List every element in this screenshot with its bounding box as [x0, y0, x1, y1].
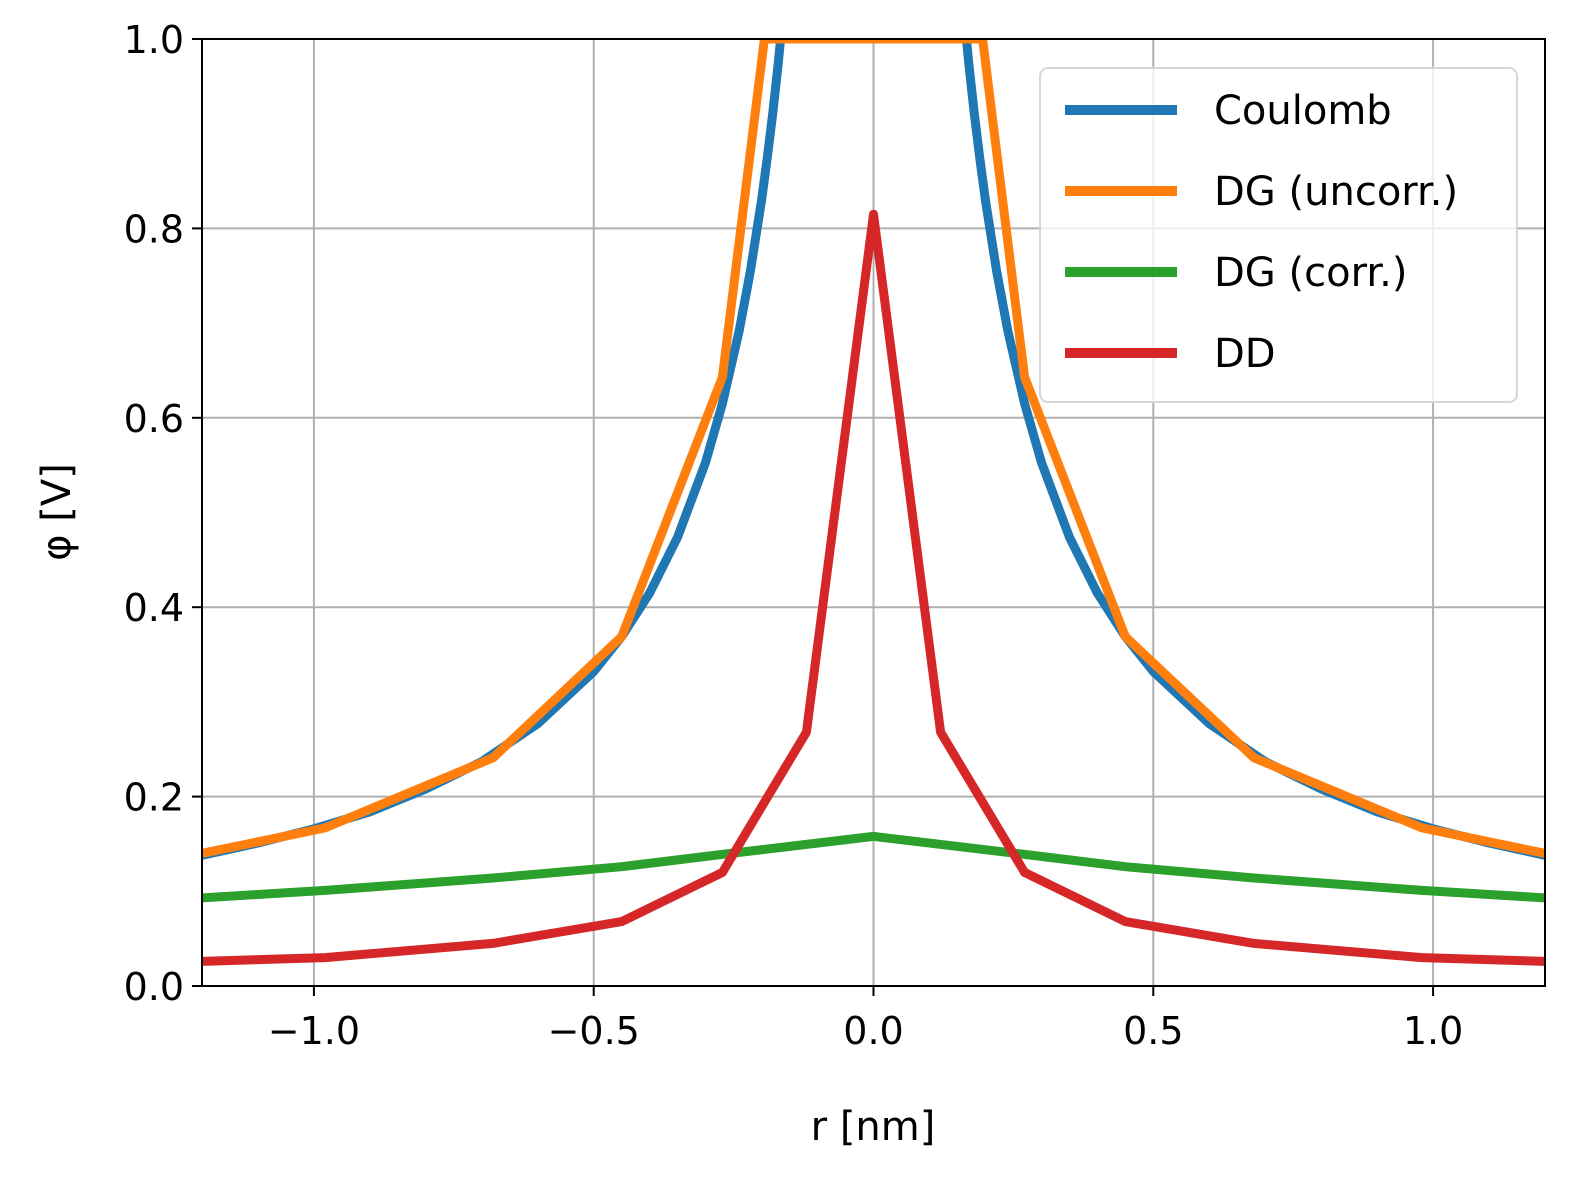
y-tick-label: 0.4 — [124, 586, 184, 630]
series-line-coulomb — [202, 39, 1545, 860]
x-tick-label: 0.0 — [843, 1009, 903, 1053]
x-tick-label: −0.5 — [548, 1009, 640, 1053]
legend: Coulomb DG (uncorr.) DG (corr.) DD — [1039, 67, 1518, 403]
series-line-dg-corr — [202, 831, 1545, 903]
legend-box — [1039, 67, 1518, 403]
x-axis: −1.0 −0.5 0.0 0.5 1.0 — [268, 986, 1463, 1053]
x-axis-label: r [nm] — [811, 1104, 936, 1150]
y-tick-label: 0.0 — [124, 965, 184, 1009]
legend-label-coulomb: Coulomb — [1214, 88, 1392, 134]
y-tick-label: 1.0 — [124, 18, 184, 62]
y-axis-label: φ [V] — [34, 463, 80, 561]
y-axis: 0.0 0.2 0.4 0.6 0.8 1.0 — [124, 18, 202, 1009]
y-tick-label: 0.6 — [124, 397, 184, 441]
series-line-dd — [202, 209, 1545, 966]
x-tick-label: 0.5 — [1123, 1009, 1183, 1053]
series-layer — [202, 39, 1545, 966]
legend-label-dd: DD — [1214, 331, 1276, 377]
series-line-dg-uncorr — [202, 39, 1545, 858]
legend-label-dg-corr: DG (corr.) — [1214, 250, 1407, 296]
x-tick-label: 1.0 — [1403, 1009, 1463, 1053]
y-tick-label: 0.8 — [124, 207, 184, 251]
legend-label-dg-uncorr: DG (uncorr.) — [1214, 169, 1458, 215]
y-tick-label: 0.2 — [124, 776, 184, 820]
x-tick-label: −1.0 — [268, 1009, 360, 1053]
